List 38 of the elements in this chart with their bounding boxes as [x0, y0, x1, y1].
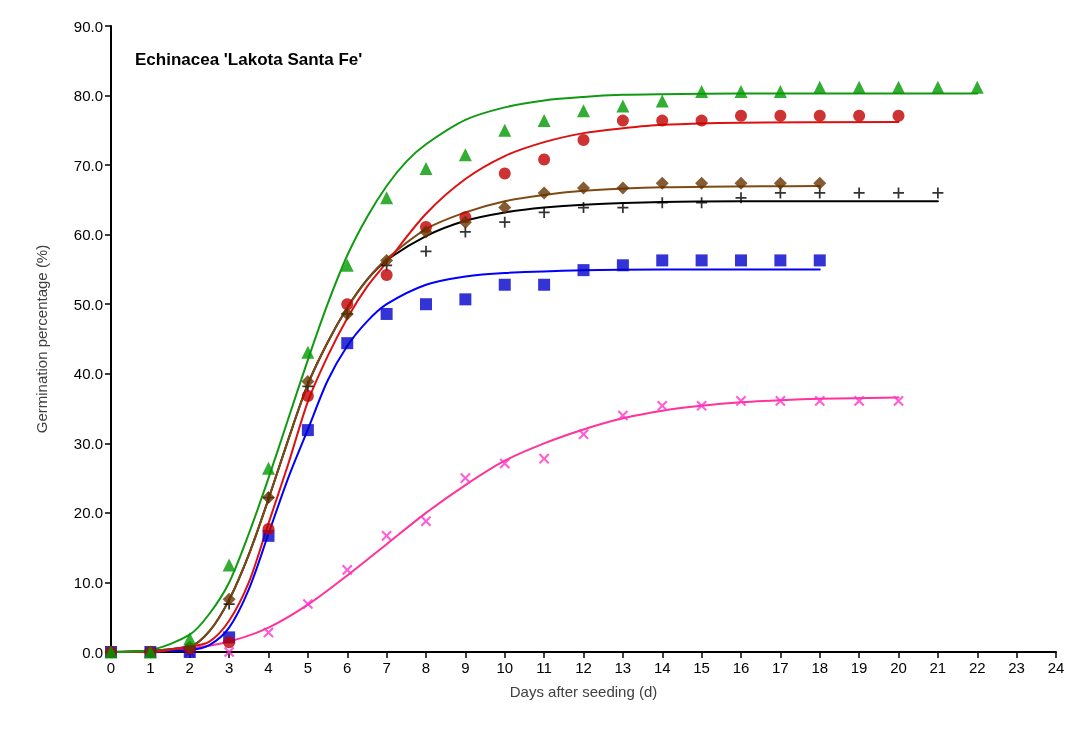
x-tick-label: 24 — [1047, 659, 1065, 676]
x-axis-title: Days after seeding (d) — [509, 683, 658, 700]
x-tick-label: 11 — [536, 659, 552, 676]
y-tick-label: 20.0 — [73, 504, 103, 522]
x-tick-label: 14 — [653, 659, 671, 676]
x-tick-label: 1 — [146, 659, 155, 676]
x-tick-label: 6 — [343, 659, 352, 676]
x-tick-label: 4 — [264, 659, 273, 676]
y-tick-label: 30.0 — [73, 434, 103, 452]
y-tick-label: 70.0 — [73, 156, 103, 174]
y-tick-label: 50.0 — [73, 295, 103, 313]
x-tick-label: 21 — [929, 659, 947, 676]
text: Echinacea 'Lakota Santa Fe' — [135, 50, 363, 69]
x-tick-label: 19 — [850, 659, 868, 676]
y-tick-label: 60.0 — [73, 226, 103, 244]
x-tick-label: 18 — [811, 659, 829, 676]
x-tick-label: 23 — [1008, 659, 1025, 676]
x-tick-label: 10 — [496, 659, 514, 676]
x-tick-label: 2 — [185, 659, 194, 676]
y-tick-label: 40.0 — [73, 365, 103, 383]
x-tick-label: 9 — [461, 659, 470, 676]
x-tick-label: 0 — [106, 659, 116, 676]
x-tick-label: 16 — [732, 659, 750, 676]
x-tick-label: 22 — [968, 659, 986, 676]
y-axis-title: Germination percentage (%) — [33, 244, 50, 434]
x-tick-label: 20 — [890, 659, 907, 676]
x-tick-label: 12 — [575, 659, 592, 676]
y-tick-label: 90.0 — [73, 17, 103, 35]
y-tick-label: 80.0 — [73, 87, 103, 105]
x-tick-label: 3 — [224, 659, 234, 676]
x-tick-label: 7 — [382, 659, 391, 676]
x-tick-label: 8 — [421, 659, 431, 676]
y-tick-label: 10.0 — [73, 573, 103, 591]
x-tick-label: 13 — [614, 659, 632, 676]
x-tick-label: 5 — [303, 659, 313, 676]
x-tick-label: 15 — [693, 659, 710, 676]
x-tick-label: 17 — [772, 659, 789, 676]
y-tick-label: 0.0 — [82, 643, 103, 661]
